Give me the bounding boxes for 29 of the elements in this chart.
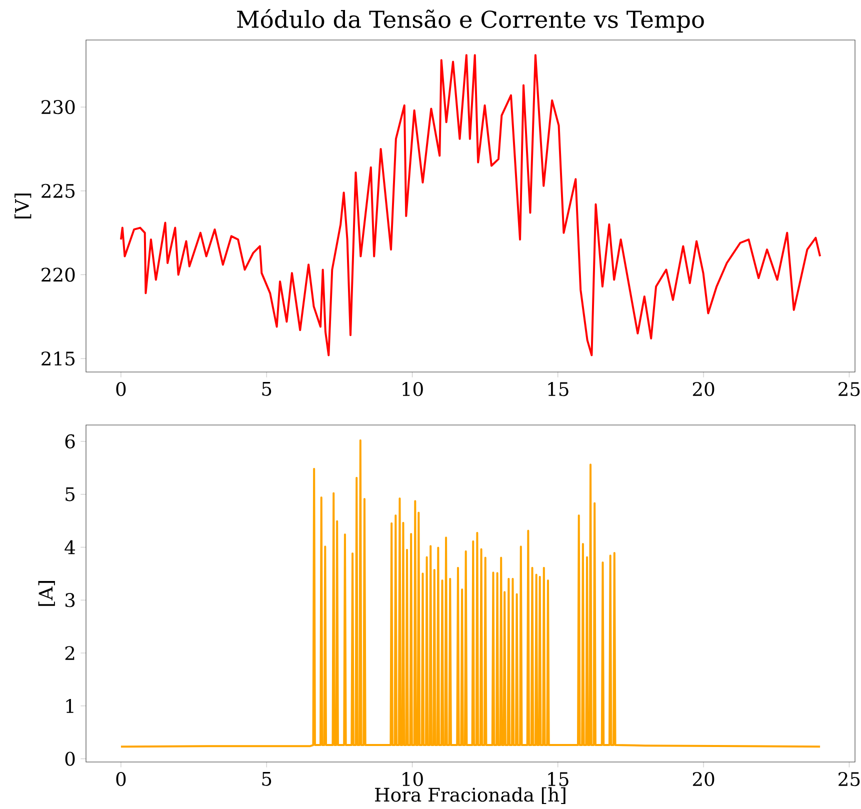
y-tick-label: 2: [65, 646, 74, 660]
x-tick-label: 5: [262, 772, 272, 786]
x-tick-label: 15: [548, 382, 568, 396]
y-tick-label: 215: [42, 352, 75, 366]
y-axis-title: [A]: [38, 581, 55, 606]
y-tick-label: 3: [66, 593, 75, 608]
x-tick-label: 20: [692, 772, 714, 786]
y-tick-label: 5: [66, 487, 75, 502]
y-tick-label: 6: [65, 434, 75, 448]
x-tick-label: 5: [262, 382, 272, 396]
x-axis-title: Hora Fracionada [h]: [375, 787, 566, 804]
x-tick-label: 0: [116, 772, 126, 786]
x-tick-label: 20: [692, 382, 714, 396]
line-series: [120, 439, 822, 748]
y-tick-label: 4: [64, 540, 76, 554]
y-tick-label: 0: [65, 752, 75, 766]
y-tick-label: 220: [42, 268, 75, 282]
x-tick-label: 25: [838, 382, 860, 396]
x-tick-label: 0: [116, 382, 126, 396]
y-tick-label: 230: [42, 100, 75, 114]
x-tick-label: 15: [548, 772, 568, 786]
y-tick-label: 1: [66, 698, 74, 713]
x-tick-label: 10: [402, 382, 423, 396]
x-tick-label: 25: [838, 772, 860, 786]
line-series: [120, 54, 822, 356]
x-tick-label: 10: [402, 772, 423, 786]
chart-title: Módulo da Tensão e Corrente vs Tempo: [237, 9, 704, 33]
y-tick-label: 225: [42, 184, 75, 198]
y-axis-title: [V]: [14, 194, 32, 218]
